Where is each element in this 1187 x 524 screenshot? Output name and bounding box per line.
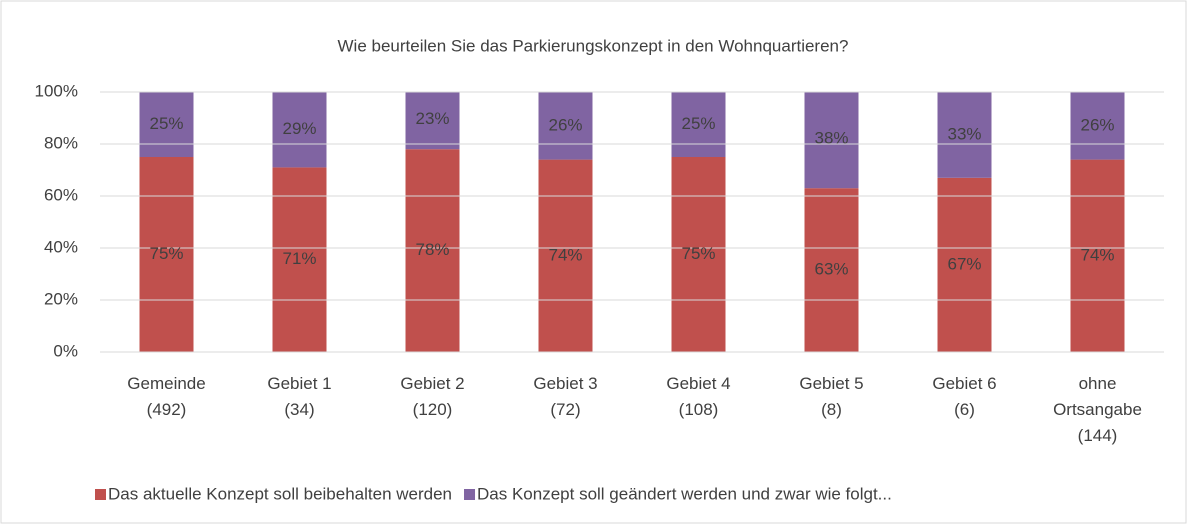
data-label: 23% — [415, 109, 449, 128]
data-label: 67% — [947, 254, 981, 273]
x-tick-label: Gemeinde (492) — [127, 374, 205, 419]
data-label: 74% — [1080, 245, 1114, 264]
bar-segment — [1070, 159, 1125, 352]
legend-label: Das Konzept soll geändert werden und zwa… — [477, 484, 892, 503]
x-tick-label: Gebiet 4 (108) — [666, 374, 730, 419]
bar-segment — [937, 177, 992, 352]
y-tick-label: 20% — [44, 289, 78, 308]
bar-segment — [1070, 92, 1125, 160]
data-label: 38% — [814, 128, 848, 147]
data-label: 63% — [814, 260, 848, 279]
chart-title: Wie beurteilen Sie das Parkierungskonzep… — [338, 36, 849, 55]
x-tick-label: Gebiet 5 (8) — [799, 374, 863, 419]
bar-segment — [538, 92, 593, 160]
data-label: 74% — [548, 245, 582, 264]
data-label: 75% — [149, 244, 183, 263]
data-label: 25% — [681, 114, 715, 133]
y-tick-label: 40% — [44, 237, 78, 256]
y-tick-label: 100% — [35, 81, 78, 100]
data-label: 26% — [1080, 115, 1114, 134]
x-tick-label: Gebiet 3 (72) — [533, 374, 597, 419]
bar-segment — [139, 157, 194, 352]
y-tick-label: 60% — [44, 185, 78, 204]
legend-label: Das aktuelle Konzept soll beibehalten we… — [108, 484, 452, 503]
bar-segment — [804, 188, 859, 352]
y-tick-label: 0% — [53, 341, 78, 360]
data-label: 29% — [282, 119, 316, 138]
legend-swatch — [464, 489, 476, 500]
y-tick-label: 80% — [44, 133, 78, 152]
bar-segment — [405, 149, 460, 352]
bar-segment — [804, 92, 859, 189]
data-label: 71% — [282, 249, 316, 268]
bar-segment — [405, 92, 460, 150]
bar-segment — [937, 92, 992, 178]
plot-area — [139, 92, 1125, 352]
data-label: 75% — [681, 244, 715, 263]
bar-segment — [671, 157, 726, 352]
bar-segment — [139, 92, 194, 157]
data-label: 33% — [947, 124, 981, 143]
bar-segment — [671, 92, 726, 157]
data-label: 25% — [149, 114, 183, 133]
bar-segment — [272, 167, 327, 352]
x-tick-label: Gebiet 1 (34) — [267, 374, 331, 419]
legend-swatch — [95, 489, 106, 500]
x-tick-label: Gebiet 6 (6) — [932, 374, 996, 419]
bar-segment — [538, 159, 593, 352]
x-tick-label: Gebiet 2 (120) — [400, 374, 464, 419]
data-label: 78% — [415, 240, 449, 259]
x-tick-label: ohne Ortsangabe (144) — [1053, 374, 1142, 445]
data-label: 26% — [548, 115, 582, 134]
bar-segment — [272, 92, 327, 168]
